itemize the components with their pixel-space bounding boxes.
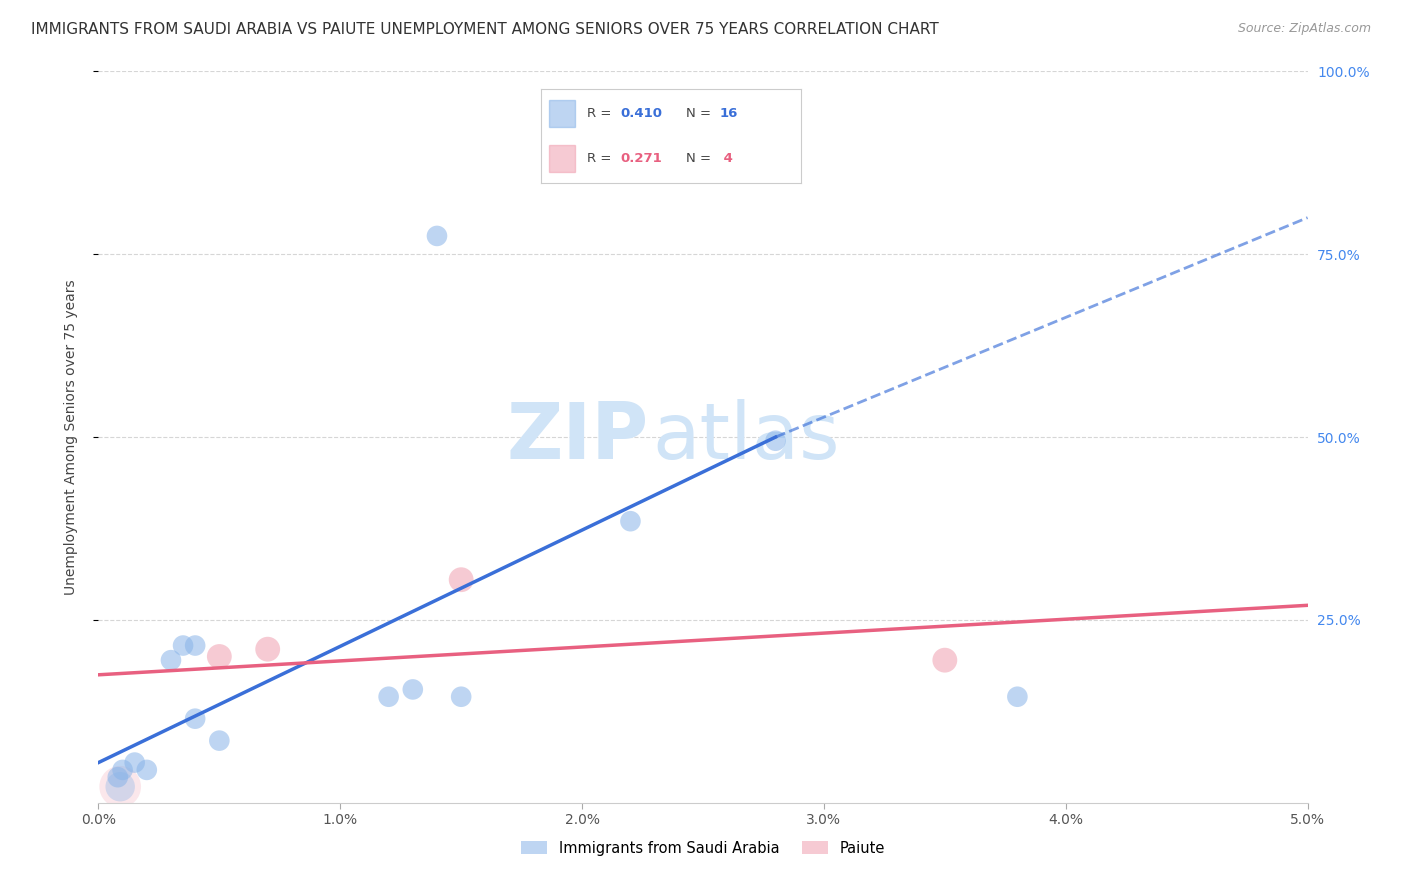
Point: [934, 653, 956, 667]
Point: [208, 649, 231, 664]
Y-axis label: Unemployment Among Seniors over 75 years: Unemployment Among Seniors over 75 years: [63, 279, 77, 595]
Text: 0.410: 0.410: [620, 106, 662, 120]
Point: [108, 780, 131, 794]
Text: R =: R =: [586, 106, 616, 120]
Point: [619, 514, 641, 528]
Point: [108, 780, 131, 794]
Point: [111, 763, 134, 777]
Point: [172, 639, 194, 653]
Point: [402, 682, 425, 697]
Text: N =: N =: [686, 106, 714, 120]
Point: [208, 733, 231, 747]
Point: [377, 690, 399, 704]
Text: IMMIGRANTS FROM SAUDI ARABIA VS PAIUTE UNEMPLOYMENT AMONG SENIORS OVER 75 YEARS : IMMIGRANTS FROM SAUDI ARABIA VS PAIUTE U…: [31, 22, 939, 37]
Bar: [550, 101, 575, 127]
Point: [107, 770, 129, 784]
Point: [124, 756, 146, 770]
Point: [450, 690, 472, 704]
Point: [426, 228, 449, 243]
Point: [256, 642, 278, 657]
Text: atlas: atlas: [652, 399, 839, 475]
Point: [160, 653, 183, 667]
Text: 0.271: 0.271: [620, 152, 662, 164]
Point: [1007, 690, 1029, 704]
Bar: [550, 145, 575, 171]
Point: [135, 763, 157, 777]
Text: Source: ZipAtlas.com: Source: ZipAtlas.com: [1237, 22, 1371, 36]
Text: ZIP: ZIP: [506, 399, 648, 475]
Text: 4: 4: [720, 152, 734, 164]
Point: [184, 639, 207, 653]
Text: 16: 16: [720, 106, 738, 120]
Point: [765, 434, 787, 448]
Text: R =: R =: [586, 152, 616, 164]
Text: N =: N =: [686, 152, 714, 164]
Point: [450, 573, 472, 587]
Legend: Immigrants from Saudi Arabia, Paiute: Immigrants from Saudi Arabia, Paiute: [516, 835, 890, 862]
Point: [184, 712, 207, 726]
